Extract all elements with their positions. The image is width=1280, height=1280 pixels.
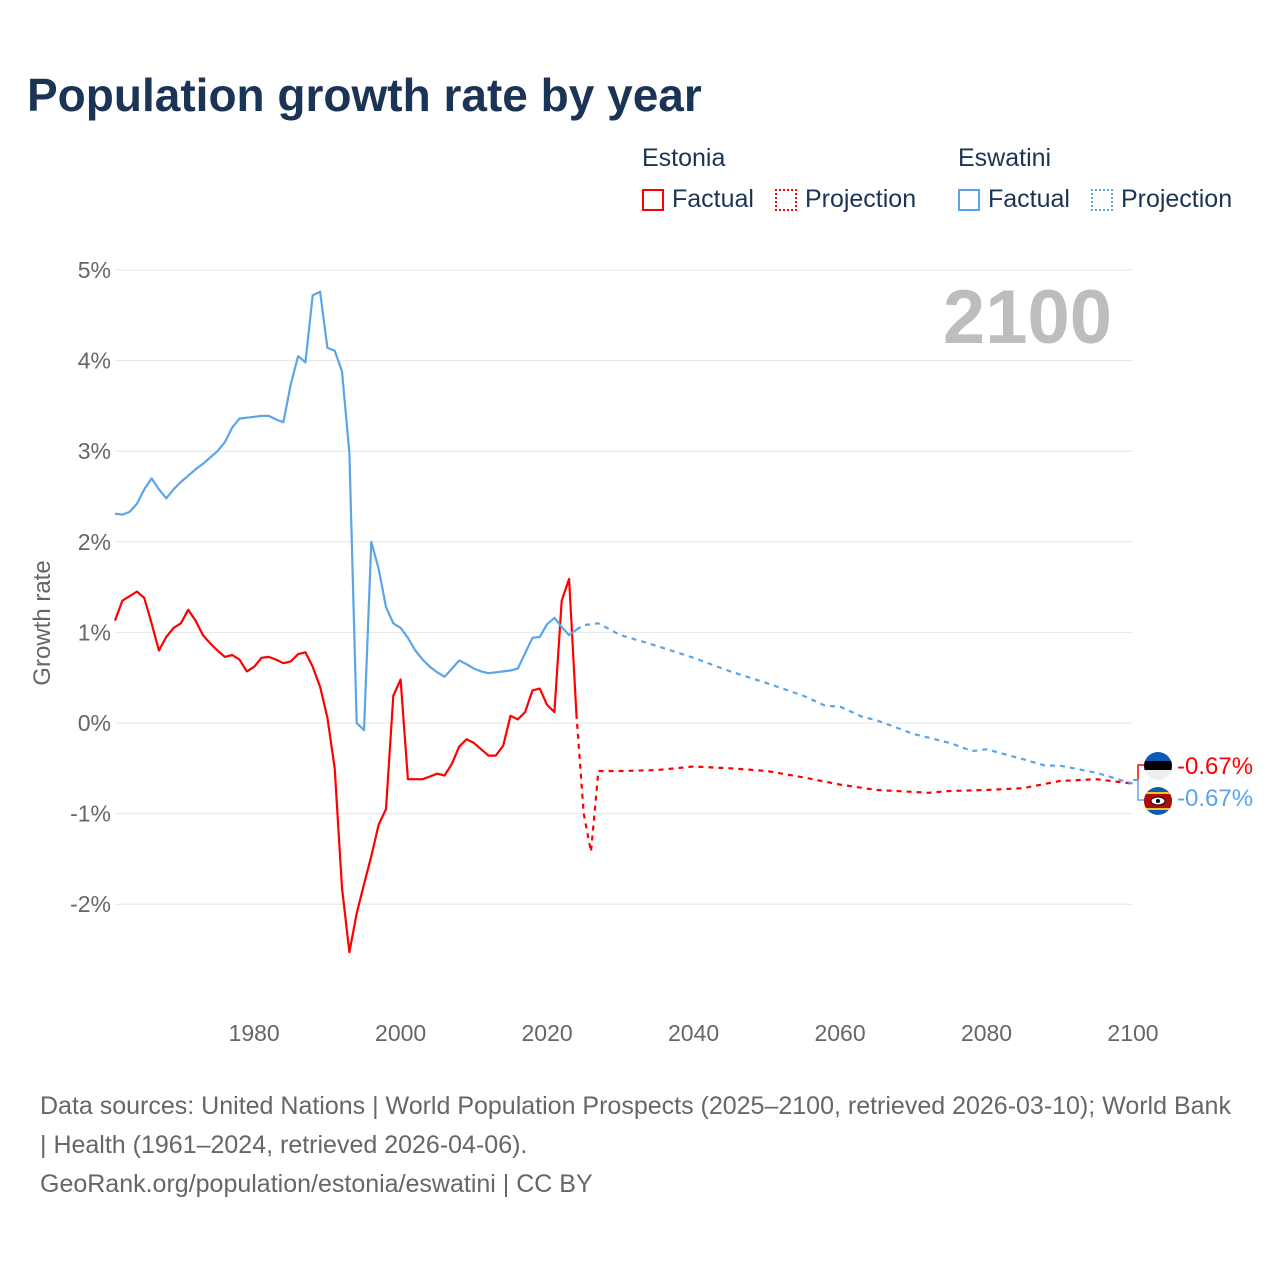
x-tick-label: 2100 — [1107, 1020, 1158, 1046]
legend-eswatini-projection[interactable]: Projection — [1090, 185, 1233, 214]
y-tick-label: -1% — [70, 801, 111, 827]
dotted-swatch-icon — [1090, 188, 1113, 211]
solid-swatch-icon — [642, 188, 664, 211]
credit-link[interactable]: GeoRank.org/population/estonia/eswatini … — [40, 1170, 593, 1198]
legend-label: Projection — [804, 185, 917, 213]
estonia-end-connector — [1133, 764, 1146, 781]
y-tick-label: 3% — [78, 438, 111, 464]
dotted-swatch-icon — [774, 188, 797, 211]
legend-estonia: Estonia Factual Projection — [642, 144, 930, 218]
solid-swatch-icon — [958, 188, 980, 211]
legend-estonia-projection[interactable]: Projection — [774, 185, 917, 214]
estonia-end-value: -0.67% — [1177, 753, 1253, 780]
data-sources: Data sources: United Nations | World Pop… — [40, 1092, 1231, 1159]
legend-label: Factual — [988, 185, 1070, 213]
x-tick-label: 2080 — [961, 1020, 1012, 1046]
y-axis-label: Growth rate — [29, 560, 56, 685]
estonia-projection-line — [575, 713, 1134, 853]
legend-country-eswatini: Eswatini — [958, 144, 1052, 172]
legend-label: Factual — [672, 185, 754, 213]
y-tick-label: 1% — [78, 619, 111, 645]
eswatini-projection-line — [575, 622, 1134, 785]
legend-estonia-factual[interactable]: Factual — [642, 185, 754, 214]
y-tick-label: 0% — [78, 710, 111, 736]
estonia-factual-line — [113, 577, 578, 954]
legend-eswatini: Eswatini Factual Projection — [958, 144, 1246, 218]
eswatini-end-value: -0.67% — [1177, 785, 1253, 812]
x-tick-label: 2020 — [522, 1020, 573, 1046]
legend-country-estonia: Estonia — [642, 144, 726, 172]
eswatini-flag-icon — [1144, 787, 1172, 815]
y-tick-label: 4% — [78, 348, 111, 374]
year-watermark: 2100 — [943, 275, 1112, 360]
x-tick-label: 2000 — [375, 1020, 426, 1046]
y-tick-label: 5% — [78, 257, 111, 283]
eswatini-end-connector — [1133, 779, 1146, 801]
y-tick-label: -2% — [70, 891, 111, 917]
legend-label: Projection — [1120, 185, 1233, 213]
eswatini-factual-line — [114, 290, 578, 732]
estonia-flag-icon — [1144, 752, 1172, 780]
legend-eswatini-factual[interactable]: Factual — [958, 185, 1070, 214]
x-tick-label: 2060 — [814, 1020, 865, 1046]
x-tick-label: 1980 — [229, 1020, 280, 1046]
y-tick-label: 2% — [78, 529, 111, 555]
x-tick-label: 2040 — [668, 1020, 719, 1046]
footer: Data sources: United Nations | World Pop… — [40, 1087, 1240, 1204]
chart-title: Population growth rate by year — [27, 69, 702, 121]
